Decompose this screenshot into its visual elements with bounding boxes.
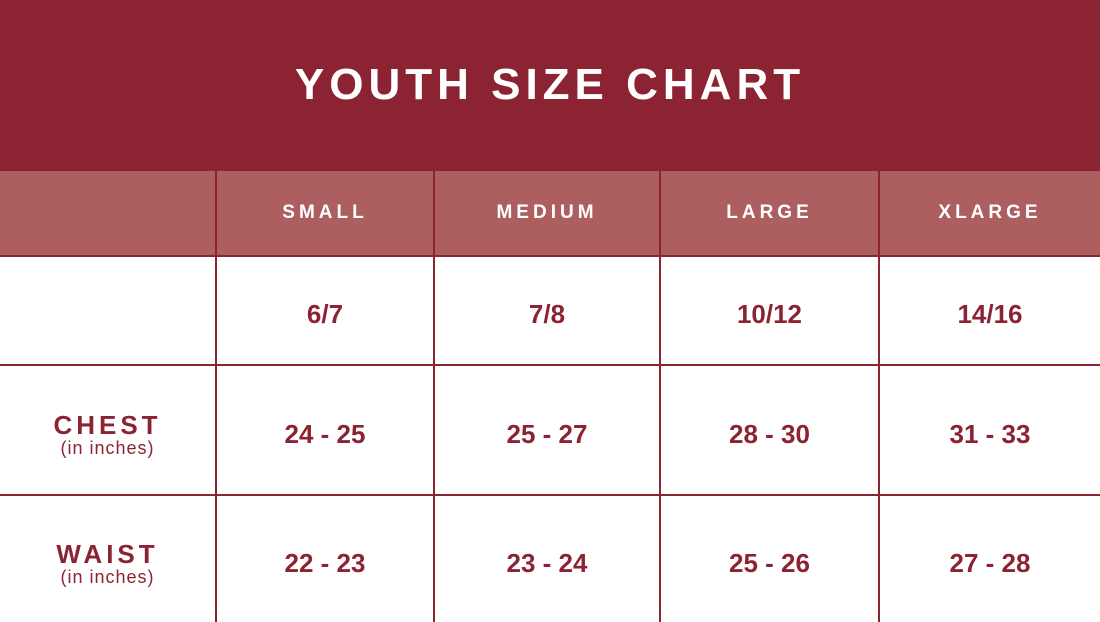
row-label: WAIST bbox=[56, 539, 159, 569]
table-cell: 31 - 33 bbox=[880, 366, 1100, 496]
header-large: LARGE bbox=[661, 171, 880, 257]
table-cell: 23 - 24 bbox=[435, 496, 661, 622]
title-band: YOUTH SIZE CHART bbox=[0, 0, 1100, 171]
row-label-chest: CHEST (in inches) bbox=[0, 366, 217, 496]
header-medium: MEDIUM bbox=[435, 171, 661, 257]
table-cell: 27 - 28 bbox=[949, 547, 1031, 578]
header-small: SMALL bbox=[217, 171, 435, 257]
table-cell: 14/16 bbox=[880, 257, 1100, 366]
table-cell: 25 - 27 bbox=[435, 366, 661, 496]
row-label-waist: WAIST (in inches) bbox=[0, 496, 217, 622]
row-label: CHEST bbox=[53, 410, 162, 440]
table-cell: 7/8 bbox=[435, 257, 661, 366]
table-cell: 10/12 bbox=[661, 257, 880, 366]
table-cell: 28 - 30 bbox=[661, 366, 880, 496]
row-label-size bbox=[0, 257, 217, 366]
page-title: YOUTH SIZE CHART bbox=[294, 59, 806, 109]
header-xlarge: XLARGE bbox=[880, 171, 1100, 257]
header-corner bbox=[0, 171, 217, 257]
table-cell: 24 - 25 bbox=[217, 366, 435, 496]
size-table: SMALL MEDIUM LARGE XLARGE 6/7 7/8 10/12 … bbox=[0, 171, 1100, 622]
row-sublabel: (in inches) bbox=[60, 438, 155, 458]
table-cell: 6/7 bbox=[217, 257, 435, 366]
table-cell: 25 - 26 bbox=[661, 496, 880, 622]
table-cell: 22 - 23 bbox=[217, 496, 435, 622]
row-sublabel: (in inches) bbox=[60, 567, 155, 587]
